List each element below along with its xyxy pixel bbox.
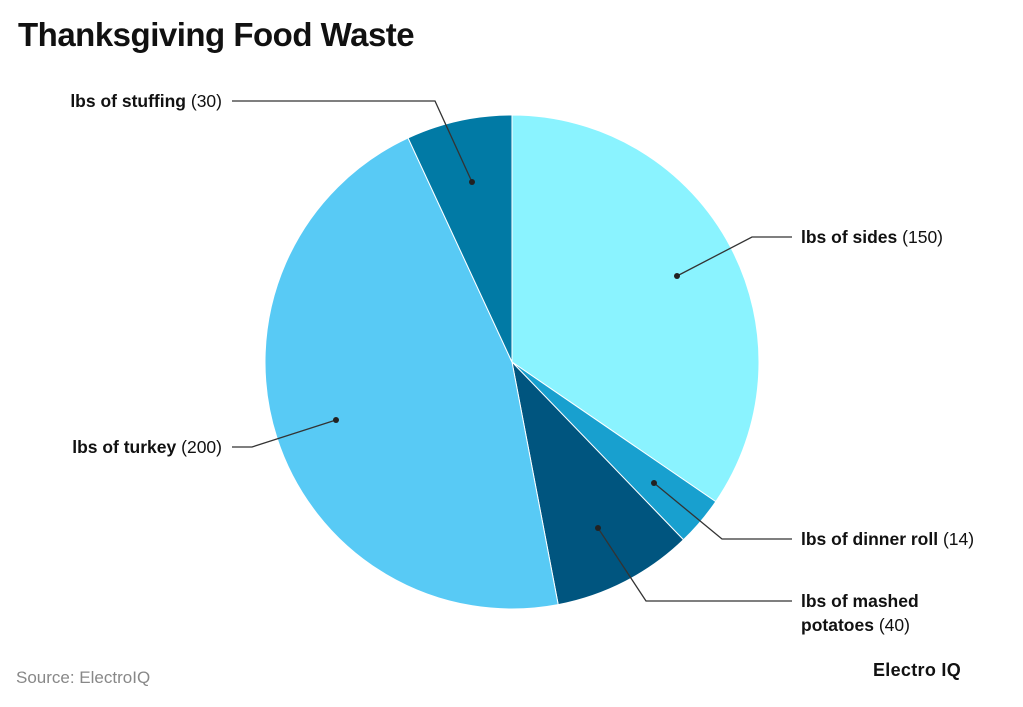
slice-label-sides: lbs of sides (150) bbox=[801, 227, 944, 247]
leader-line bbox=[676, 236, 792, 277]
slice-label-turkey: lbs of turkey (200) bbox=[72, 437, 222, 457]
leader-line bbox=[653, 482, 792, 540]
leader-dot bbox=[333, 417, 339, 423]
slice-label-stuffing: lbs of stuffing (30) bbox=[70, 91, 222, 111]
pie-slice-stuffing bbox=[407, 114, 513, 363]
leader-line bbox=[597, 527, 792, 602]
leader-dot bbox=[651, 480, 657, 486]
leader-dot bbox=[469, 179, 475, 185]
leader-line bbox=[232, 419, 337, 448]
pie-slice-turkey bbox=[264, 137, 559, 610]
brand-logo: Electro IQ bbox=[873, 660, 962, 680]
pie-slice-sides bbox=[511, 114, 760, 503]
pie-slice-mashed-potatoes bbox=[511, 360, 685, 606]
leader-dot bbox=[674, 273, 680, 279]
chart-title: Thanksgiving Food Waste bbox=[18, 16, 415, 53]
slice-label-mashed-potatoes: lbs of mashed potatoes (40) bbox=[801, 591, 919, 635]
source-note: Source: ElectroIQ bbox=[16, 668, 151, 687]
leader-line bbox=[232, 100, 473, 183]
slice-label-dinner-roll: lbs of dinner roll (14) bbox=[801, 529, 975, 549]
leader-dot bbox=[595, 525, 601, 531]
